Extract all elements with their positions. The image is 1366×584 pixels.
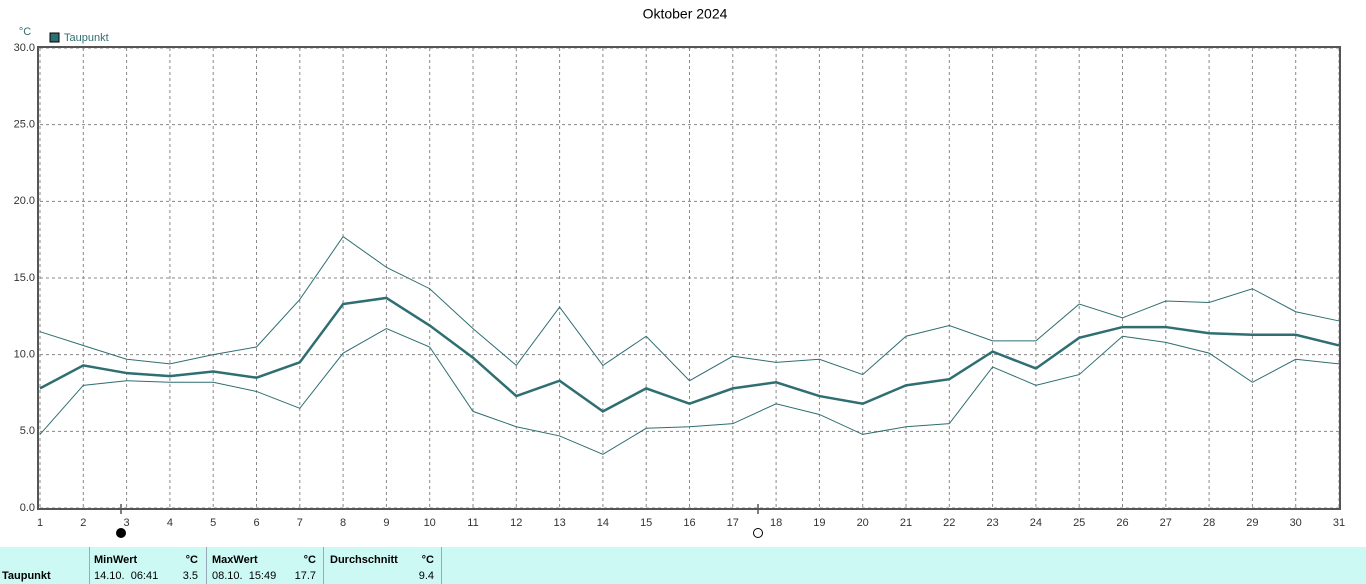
x-tick-label: 5 bbox=[210, 517, 216, 529]
series-line bbox=[39, 296, 1340, 413]
y-tick-label: 15.0 bbox=[14, 272, 35, 284]
legend-swatch bbox=[49, 32, 60, 43]
x-tick-label: 28 bbox=[1203, 517, 1215, 529]
x-tick-label: 29 bbox=[1246, 517, 1258, 529]
chart: Oktober 2024 °C Taupunkt 0.0 5.0 10.0 15.0 2… bbox=[14, 6, 1345, 538]
chart-title: Oktober 2024 bbox=[643, 6, 728, 22]
x-tick-label: 11 bbox=[467, 517, 478, 529]
header-cell: Durchschnitt bbox=[330, 554, 398, 566]
x-tick-label: 4 bbox=[167, 517, 173, 529]
y-unit: °C bbox=[19, 26, 31, 38]
header-cell: °C bbox=[185, 554, 198, 566]
x-tick-label: 10 bbox=[424, 517, 436, 529]
y-tick-label: 0.0 bbox=[20, 502, 35, 514]
cell: 08.10. 15:49 bbox=[212, 570, 277, 582]
x-tick-label: 16 bbox=[683, 517, 695, 529]
x-tick-label: 27 bbox=[1160, 517, 1172, 529]
header-cell: MaxWert bbox=[212, 554, 258, 566]
y-tick-label: 20.0 bbox=[14, 195, 35, 207]
x-tick-label: 1 bbox=[37, 517, 43, 529]
x-tick-label: 21 bbox=[900, 517, 912, 529]
x-tick-label: 2 bbox=[80, 517, 86, 529]
header-cell: °C bbox=[421, 554, 434, 566]
x-tick-label: 14 bbox=[597, 517, 609, 529]
y-tick-label: 10.0 bbox=[14, 349, 35, 361]
column-separator bbox=[206, 547, 207, 584]
x-tick-label: 12 bbox=[510, 517, 522, 529]
column-separator bbox=[441, 547, 442, 584]
series-line bbox=[39, 235, 1340, 382]
plot-frame bbox=[37, 46, 1341, 510]
x-tick-label: 8 bbox=[340, 517, 346, 529]
x-tick-label: 18 bbox=[770, 517, 782, 529]
x-tick-label: 26 bbox=[1116, 517, 1128, 529]
cell: 3.5 bbox=[182, 570, 198, 582]
cell: 17.7 bbox=[294, 570, 316, 582]
legend-label: Taupunkt bbox=[64, 32, 109, 44]
cell: 9.4 bbox=[418, 570, 434, 582]
x-tick-label: 30 bbox=[1290, 517, 1302, 529]
series-line bbox=[39, 328, 1340, 455]
header-cell: MinWert bbox=[94, 554, 138, 566]
x-tick-label: 3 bbox=[124, 517, 130, 529]
x-tick-label: 6 bbox=[253, 517, 259, 529]
x-tick-label: 23 bbox=[986, 517, 998, 529]
x-tick-label: 13 bbox=[553, 517, 565, 529]
x-tick-label: 31 bbox=[1333, 517, 1345, 529]
x-tick-label: 24 bbox=[1030, 517, 1042, 529]
header-cell: °C bbox=[303, 554, 316, 566]
y-tick-label: 5.0 bbox=[20, 425, 35, 437]
column-separator bbox=[323, 547, 324, 584]
y-tick-label: 30.0 bbox=[14, 42, 35, 54]
x-tick-label: 25 bbox=[1073, 517, 1085, 529]
x-tick-label: 7 bbox=[297, 517, 303, 529]
new-moon-icon bbox=[116, 528, 126, 538]
x-tick-label: 9 bbox=[383, 517, 389, 529]
x-tick-label: 22 bbox=[943, 517, 955, 529]
row-label: Taupunkt bbox=[2, 570, 51, 582]
cell: 14.10. 06:41 bbox=[94, 570, 159, 582]
y-tick-label: 25.0 bbox=[14, 119, 35, 131]
column-separator bbox=[89, 547, 90, 584]
full-moon-icon bbox=[753, 528, 763, 538]
x-tick-label: 19 bbox=[813, 517, 825, 529]
x-tick-label: 17 bbox=[727, 517, 739, 529]
x-tick-label: 15 bbox=[640, 517, 652, 529]
summary-table: MinWert °C MaxWert °C Durchschnitt °C Ta… bbox=[0, 547, 1366, 584]
x-tick-label: 20 bbox=[857, 517, 869, 529]
